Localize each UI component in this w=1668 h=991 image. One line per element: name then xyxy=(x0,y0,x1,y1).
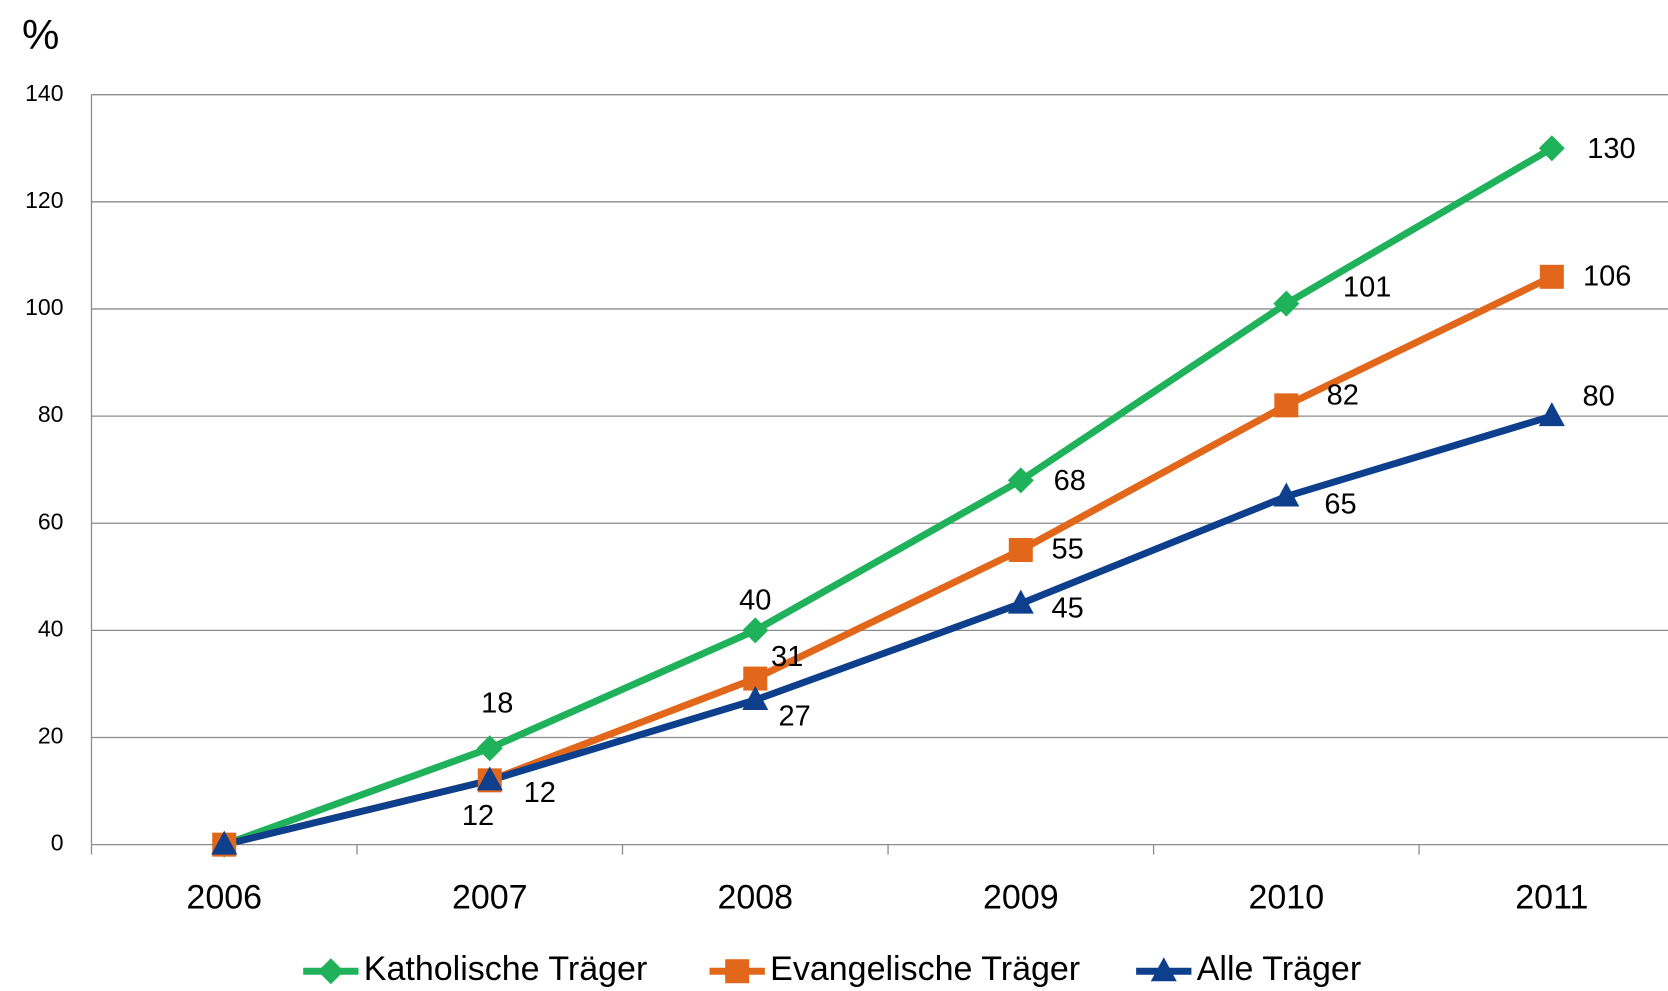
y-tick-label: 120 xyxy=(25,187,63,213)
marker-triangle xyxy=(742,686,769,711)
series-line xyxy=(223,273,1554,849)
data-label: 45 xyxy=(1051,593,1083,625)
x-tick-label: 2006 xyxy=(186,879,262,917)
marker-triangle xyxy=(1273,482,1300,507)
marker-diamond xyxy=(1007,467,1034,494)
data-label: 65 xyxy=(1324,489,1356,521)
series-line xyxy=(223,412,1553,849)
data-label: 27 xyxy=(779,701,811,733)
data-label: 82 xyxy=(1327,380,1359,412)
series-line xyxy=(223,145,1554,848)
legend-label: Alle Träger xyxy=(1197,950,1361,988)
legend-label: Evangelische Träger xyxy=(770,950,1080,988)
data-label: 55 xyxy=(1051,534,1083,566)
y-tick-label: 140 xyxy=(25,80,63,106)
marker-triangle xyxy=(1007,589,1034,614)
marker-diamond xyxy=(1538,135,1565,162)
marker-diamond xyxy=(742,617,769,644)
x-tick-label: 2011 xyxy=(1515,879,1588,917)
x-tick-label: 2009 xyxy=(983,879,1059,917)
y-tick-label: 20 xyxy=(38,723,64,749)
data-label: 12 xyxy=(524,777,556,809)
y-tick-label: 40 xyxy=(38,615,64,641)
x-tick-label: 2010 xyxy=(1248,879,1324,917)
data-label: 130 xyxy=(1587,133,1635,165)
marker-square xyxy=(1539,264,1564,289)
marker-square xyxy=(1008,538,1033,563)
y-tick-label: 100 xyxy=(25,294,63,320)
marker-square xyxy=(1274,393,1299,418)
x-tick-label: 2007 xyxy=(452,879,528,917)
marker-triangle xyxy=(1150,957,1177,982)
data-label: 80 xyxy=(1583,381,1615,413)
y-tick-label: 80 xyxy=(38,401,64,427)
data-label: 68 xyxy=(1054,465,1086,497)
marker-diamond xyxy=(1273,290,1300,317)
marker-triangle xyxy=(211,830,238,855)
data-label: 31 xyxy=(771,641,803,673)
data-label: 106 xyxy=(1583,261,1631,293)
marker-triangle xyxy=(1538,402,1565,427)
data-label: 101 xyxy=(1343,271,1391,303)
y-tick-label: 60 xyxy=(38,508,64,534)
marker-diamond xyxy=(317,958,344,985)
data-label: 18 xyxy=(481,687,513,719)
y-tick-label: 0 xyxy=(51,830,64,856)
data-label: 40 xyxy=(739,584,771,616)
data-label: 12 xyxy=(462,800,494,832)
marker-square xyxy=(725,959,750,984)
y-axis-label: % xyxy=(22,11,59,58)
x-tick-label: 2008 xyxy=(717,879,793,917)
legend-label: Katholische Träger xyxy=(364,950,648,988)
marker-triangle xyxy=(476,766,503,791)
marker-diamond xyxy=(476,735,503,762)
